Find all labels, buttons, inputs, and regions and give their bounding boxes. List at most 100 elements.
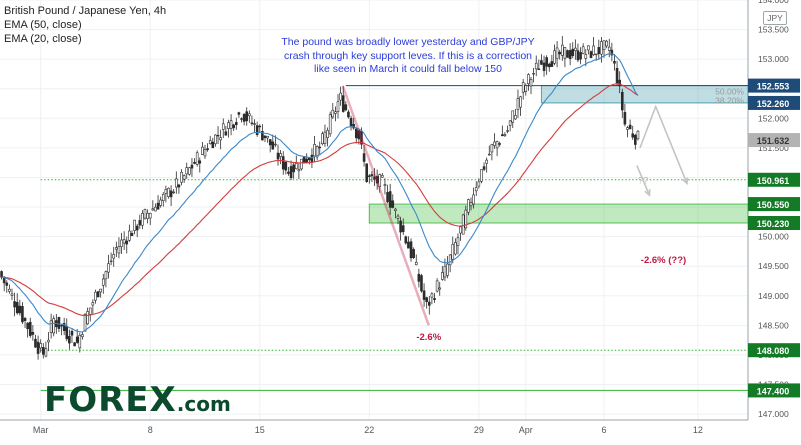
x-tick-label: 8: [148, 425, 153, 435]
candle-body: [441, 272, 444, 280]
candle-body: [159, 199, 162, 206]
candle-body: [365, 163, 368, 182]
candle-body: [498, 143, 502, 145]
candle-body: [448, 254, 452, 266]
price-label-box: [748, 95, 800, 110]
projection-arrow-short-head: [644, 189, 651, 197]
candle-body: [597, 47, 601, 55]
y-tick-label: 154.000: [758, 0, 789, 5]
ema50-line: [1, 83, 639, 316]
candle-body: [195, 152, 199, 165]
candle-body: [112, 254, 116, 259]
candle-body: [579, 52, 582, 60]
candle-body: [104, 271, 108, 280]
candle-body: [208, 140, 212, 145]
candle-body: [383, 184, 387, 187]
y-tick-label: 153.500: [758, 25, 789, 35]
candle-body: [581, 46, 585, 54]
candle-body: [459, 226, 462, 234]
candle-body: [125, 240, 129, 245]
y-tick-label: 149.000: [758, 291, 789, 301]
candle-body: [394, 208, 397, 211]
candle-body: [388, 191, 392, 208]
candle-body: [258, 125, 262, 128]
candle-body: [412, 249, 415, 258]
candle-body: [94, 291, 97, 301]
candle-body: [242, 113, 246, 122]
projection-arrow-long: [639, 104, 688, 184]
candle-body: [65, 326, 69, 340]
candle-body: [96, 291, 100, 298]
candle-body: [594, 53, 598, 56]
price-label: 150.961: [757, 176, 790, 186]
annotation-line-1: The pound was broadly lower yesterday an…: [281, 36, 535, 48]
candle-body: [566, 50, 569, 58]
candle-body: [18, 305, 22, 314]
candle-body: [219, 137, 222, 141]
candle-body: [360, 130, 363, 145]
candle-body: [177, 184, 181, 188]
candle-body: [467, 199, 470, 213]
candle-body: [148, 212, 152, 219]
candle-body: [344, 104, 348, 111]
candle-body: [266, 135, 269, 139]
candle-body: [600, 41, 603, 55]
candle-body: [331, 109, 335, 118]
candle-body: [409, 241, 413, 259]
candle-body: [34, 338, 37, 348]
candle-body: [613, 61, 616, 64]
candle-body: [545, 57, 548, 67]
y-tick-label: 151.500: [758, 143, 789, 153]
candle-body: [461, 214, 465, 235]
chart-legend: British Pound / Japanese Yen, 4h EMA (50…: [4, 4, 166, 46]
candle-body: [294, 163, 298, 170]
candle-body: [628, 124, 632, 130]
candle-body: [339, 92, 342, 101]
candle-body: [584, 54, 588, 59]
candle-body: [574, 47, 577, 51]
y-tick-label: 153.000: [758, 54, 789, 64]
candle-body: [164, 188, 168, 194]
x-tick-label: 15: [255, 425, 265, 435]
candle-body: [631, 133, 635, 138]
price-label-box: [748, 78, 800, 93]
candle-body: [224, 131, 228, 136]
candle-body: [485, 159, 488, 164]
candle-body: [354, 128, 358, 139]
candle-body: [234, 122, 238, 125]
price-label: 148.080: [757, 346, 790, 356]
candle-body: [245, 111, 249, 122]
candle-body: [438, 287, 442, 290]
y-tick-label: 147.000: [758, 409, 789, 419]
candle-body: [477, 181, 481, 187]
candle-body: [422, 290, 426, 300]
price-label: 150.230: [757, 219, 790, 229]
price-label-box: [748, 343, 800, 358]
candle-body: [315, 146, 319, 158]
candle-body: [120, 239, 123, 247]
candle-body: [289, 166, 293, 179]
chart-annotation: -2.6%: [416, 332, 441, 343]
candle-body: [271, 141, 275, 150]
candle-body: [636, 130, 640, 140]
candle-body: [587, 45, 590, 51]
candle-body: [169, 190, 173, 198]
currency-badge[interactable]: JPY: [763, 11, 787, 25]
candle-body: [15, 301, 19, 314]
candle-body: [615, 67, 619, 84]
candle-body: [605, 40, 608, 47]
candle-body: [592, 45, 595, 55]
candle-body: [370, 174, 374, 177]
candle-body: [313, 144, 316, 157]
candle-body: [321, 133, 324, 144]
candle-body: [318, 146, 322, 149]
candle-body: [386, 192, 389, 203]
candle-body: [274, 143, 277, 146]
candle-body: [495, 141, 499, 149]
candle-body: [206, 148, 209, 150]
candle-body: [602, 40, 606, 51]
candle-body: [404, 236, 408, 244]
candle-body: [62, 323, 66, 331]
